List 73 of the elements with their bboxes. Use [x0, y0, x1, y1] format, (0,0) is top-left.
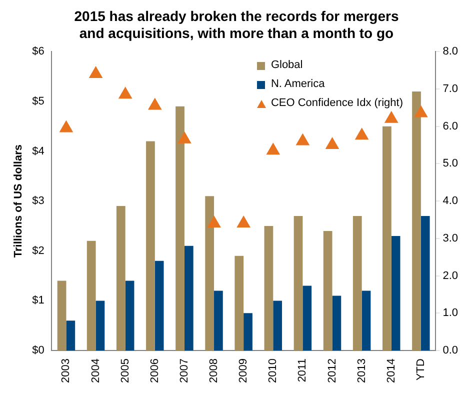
y2-tick-label: 7.0: [442, 82, 458, 95]
bar: [96, 300, 105, 351]
x-tick-label: 2009: [238, 358, 250, 384]
x-tick-label: 2007: [178, 358, 190, 384]
bar: [264, 226, 274, 351]
x-tick-label: 2010: [267, 358, 280, 384]
bar: [116, 206, 126, 351]
point: [414, 106, 428, 118]
bar: [176, 106, 184, 351]
y2-tick-label: 6.0: [442, 120, 458, 132]
point: [355, 128, 368, 140]
y2-tick-label: 1.0: [442, 307, 458, 320]
legend-label: CEO Confidence Idx (right): [270, 96, 403, 111]
chart-title: 2015 has already broken the records for mergers and acquisitions, with more than a month to go: [73, 8, 400, 42]
x-tick-label: 2004: [90, 358, 102, 384]
x-tick-label: 2014: [385, 358, 398, 384]
y-tick-label: $4: [32, 145, 44, 158]
point: [384, 111, 398, 123]
bar: [66, 320, 76, 351]
point: [266, 143, 280, 155]
bar: [362, 290, 371, 351]
y2-tick-label: 2.0: [442, 270, 458, 282]
bar: [146, 141, 155, 351]
bar: [244, 313, 252, 351]
bar: [332, 296, 342, 351]
x-tick-label: 2005: [119, 358, 132, 384]
x-tick-label: 2006: [148, 358, 161, 384]
legend-label: N. America: [270, 77, 325, 92]
bar: [294, 216, 303, 351]
y2-tick-label: 0.0: [442, 344, 458, 357]
y2-tick-label: 4.0: [442, 195, 458, 208]
y2-tick-label: 3.0: [442, 232, 458, 244]
y-tick-label: $1: [32, 294, 44, 307]
point: [148, 98, 162, 110]
bar: [214, 290, 223, 351]
point: [118, 87, 132, 99]
y-tick-label: $2: [32, 244, 44, 257]
x-tick-label: 2008: [208, 358, 220, 384]
point: [60, 120, 73, 132]
x-tick-label: 2013: [356, 358, 368, 384]
bar: [205, 196, 214, 351]
y-tick-label: $0: [32, 344, 44, 357]
bar: [302, 286, 312, 351]
bar: [125, 280, 134, 351]
bar: [57, 280, 66, 351]
y-tick-label: $3: [32, 195, 44, 208]
bar: [412, 91, 421, 351]
bar: [273, 300, 282, 351]
y-tick-label: $6: [32, 46, 44, 58]
y2-tick-label: 8.0: [442, 46, 458, 58]
bar: [234, 256, 244, 351]
point: [178, 132, 192, 144]
y-tick-label: $5: [32, 95, 44, 108]
x-tick-label: 2003: [60, 358, 72, 384]
legend-label: Global: [270, 58, 303, 73]
point: [207, 216, 221, 228]
bar: [323, 230, 332, 351]
point: [237, 216, 250, 228]
y2-tick-label: 5.0: [442, 158, 458, 170]
bar: [382, 126, 392, 351]
y-axis-title: Trillions of US dollars: [12, 144, 25, 258]
x-tick-label: 2011: [296, 358, 309, 382]
x-tick-label: YTD: [414, 358, 427, 381]
point: [326, 138, 339, 150]
bar: [154, 260, 164, 351]
bar: [391, 236, 400, 351]
x-tick-label: 2012: [326, 358, 338, 384]
bar: [420, 216, 430, 351]
bar: [352, 216, 362, 351]
bar: [86, 240, 96, 351]
bar: [184, 246, 194, 351]
point: [89, 66, 102, 78]
point: [296, 134, 310, 146]
